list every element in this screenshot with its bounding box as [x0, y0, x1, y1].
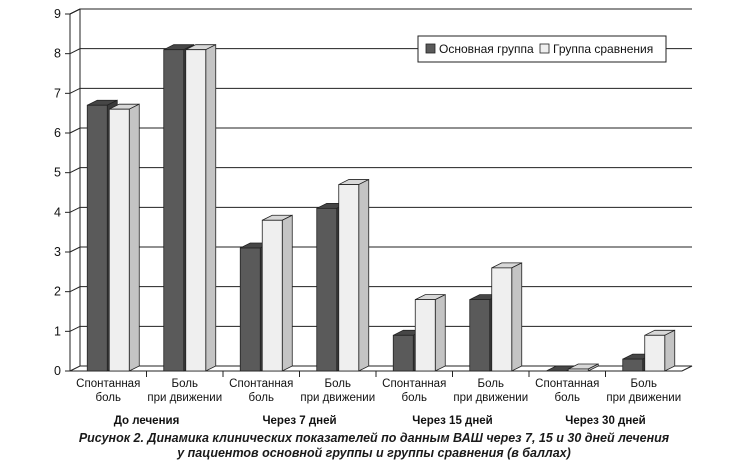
y-tick-label: 9	[54, 7, 61, 21]
bar-comparison-group	[414, 293, 446, 372]
legend-label: Основная группа	[439, 42, 534, 56]
y-tick-label: 5	[54, 166, 61, 180]
x-category-label-line1: Боль	[478, 378, 504, 390]
x-category-label-line1: Боль	[631, 378, 657, 390]
x-category-label-line1: Боль	[172, 378, 198, 390]
x-category-label-line1: Спонтанная	[229, 378, 293, 390]
chart-background	[69, 9, 693, 372]
y-tick-label: 1	[54, 324, 61, 338]
bar-comparison-group	[567, 363, 599, 372]
x-category-label-line2: при движении	[453, 392, 528, 404]
y-tick-label: 3	[54, 245, 61, 259]
legend-swatch-main	[425, 43, 436, 54]
y-tick-label: 4	[54, 205, 61, 219]
bar-comparison-group	[108, 103, 140, 372]
y-tick-label: 8	[54, 47, 61, 61]
bar-comparison-group	[338, 178, 370, 372]
x-category-label-line1: Спонтанная	[382, 378, 446, 390]
axes: 0 1 2 3 4 5 6 7 8 9	[54, 7, 606, 378]
x-category-label-line2: боль	[555, 392, 580, 404]
x-category-label-line2: при движении	[147, 392, 222, 404]
caption-line-1: Рисунок 2. Динамика клинических показате…	[78, 431, 670, 445]
x-category-label-line1: Боль	[325, 378, 351, 390]
x-group-label: Через 30 дней	[565, 415, 646, 427]
bar-comparison-group	[261, 214, 293, 372]
figure-caption: Рисунок 2. Динамика клинических показате…	[0, 431, 748, 461]
bars	[86, 44, 676, 372]
x-category-label-line2: боль	[402, 392, 427, 404]
x-category-label-line1: Спонтанная	[76, 378, 140, 390]
x-group-label: Через 15 дней	[412, 415, 493, 427]
plot-floor	[69, 365, 693, 372]
y-tick-label: 0	[54, 364, 61, 378]
y-tick-label: 6	[54, 126, 61, 140]
bar-comparison-group	[644, 329, 676, 372]
bar-comparison-group	[491, 262, 523, 372]
caption-line-2: у пациентов основной группы и группы сра…	[177, 446, 571, 460]
legend-swatch-comparison	[539, 43, 550, 54]
legend: Основная группа Группа сравнения	[417, 35, 667, 63]
y-axis-top	[69, 8, 81, 15]
plot-wall	[80, 9, 692, 366]
bar-comparison-group	[185, 44, 217, 372]
x-category-label-line2: при движении	[300, 392, 375, 404]
x-category-label-line1: Спонтанная	[535, 378, 599, 390]
x-group-label: До лечения	[114, 415, 180, 427]
axis-labels: Спонтанная боль Боль при движении Спонтанная…	[76, 378, 681, 427]
y-tick-label: 2	[54, 285, 61, 299]
x-category-label-line2: при движении	[606, 392, 681, 404]
x-category-label-line2: боль	[96, 392, 121, 404]
bar-chart: 0 1 2 3 4 5 6 7 8 9 Спонтанная боль Боль при движени…	[54, 7, 693, 427]
y-tick-label: 7	[54, 86, 61, 100]
x-category-label-line2: боль	[249, 392, 274, 404]
legend-label: Группа сравнения	[553, 42, 653, 56]
x-group-label: Через 7 дней	[262, 415, 336, 427]
